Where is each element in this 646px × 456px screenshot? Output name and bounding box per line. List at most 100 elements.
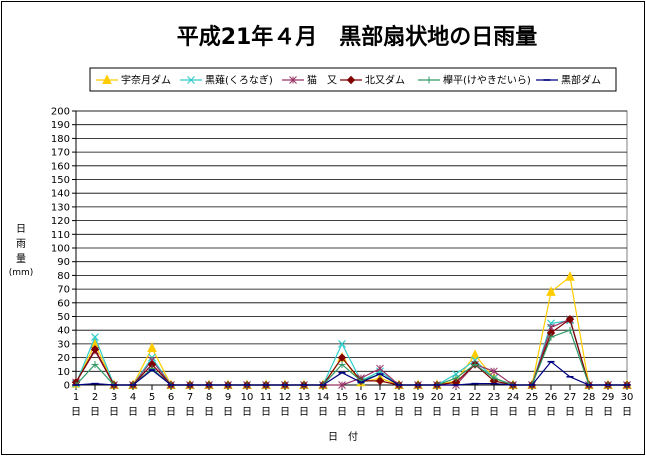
marker-stroke bbox=[452, 370, 460, 378]
x-tick-unit: 日 bbox=[71, 407, 81, 418]
x-tick-unit: 日 bbox=[432, 407, 442, 418]
legend-item: 猫 又 bbox=[282, 74, 337, 87]
x-tick-unit: 日 bbox=[185, 407, 195, 418]
y-tick-label: 90 bbox=[57, 257, 70, 268]
x-tick-unit: 日 bbox=[470, 407, 480, 418]
data-point bbox=[338, 339, 346, 348]
y-tick-label: 140 bbox=[51, 189, 70, 200]
x-tick-label: 25 bbox=[526, 392, 539, 403]
y-tick-label: 120 bbox=[51, 216, 70, 227]
data-point bbox=[470, 349, 480, 359]
series-line bbox=[75, 360, 627, 386]
y-axis-label-line-1: 日 bbox=[16, 224, 26, 235]
x-tick-unit: 日 bbox=[109, 407, 119, 418]
x-tick-label: 22 bbox=[469, 392, 482, 403]
legend: 宇奈月ダム 黒薙(くろなぎ) 猫 又 北又ダム 欅平(けやきだいら) 黒部ダム bbox=[89, 67, 617, 92]
x-axis-label: 日 付 bbox=[328, 430, 358, 443]
y-tick-label: 200 bbox=[51, 107, 70, 118]
x-tick-unit: 日 bbox=[622, 407, 632, 418]
x-tick-unit: 日 bbox=[508, 407, 518, 418]
x-tick-label: 10 bbox=[241, 392, 254, 403]
x-tick-label: 12 bbox=[279, 392, 292, 403]
y-tick-label: 60 bbox=[57, 298, 70, 309]
x-tick-unit: 日 bbox=[356, 407, 366, 418]
x-tick-label: 19 bbox=[412, 392, 425, 403]
x-tick-label: 11 bbox=[260, 392, 273, 403]
x-tick-unit: 日 bbox=[147, 407, 157, 418]
data-point bbox=[91, 333, 99, 341]
legend-swatch-marker bbox=[346, 75, 356, 85]
y-tick-label: 10 bbox=[57, 367, 70, 378]
x-tick-unit: 日 bbox=[166, 407, 176, 418]
data-point bbox=[452, 374, 460, 382]
x-tick-label: 13 bbox=[298, 392, 311, 403]
x-tick-unit: 日 bbox=[375, 407, 385, 418]
series-6 bbox=[72, 360, 631, 386]
y-tick-label: 130 bbox=[51, 202, 70, 213]
y-tick-label: 110 bbox=[51, 230, 70, 241]
y-tick-label: 30 bbox=[57, 339, 70, 350]
legend-label: 宇奈月ダム bbox=[121, 74, 171, 87]
x-tick-label: 8 bbox=[206, 392, 212, 403]
x-tick-label: 27 bbox=[564, 392, 577, 403]
data-point bbox=[546, 286, 556, 296]
legend-swatch-marker bbox=[187, 76, 195, 84]
x-tick-label: 28 bbox=[583, 392, 596, 403]
x-tick-unit: 日 bbox=[546, 407, 556, 418]
chart-title: 平成21年４月 黒部扇状地の日雨量 bbox=[177, 24, 538, 50]
x-tick-unit: 日 bbox=[242, 407, 252, 418]
data-point bbox=[566, 326, 574, 334]
y-tick-label: 150 bbox=[51, 175, 70, 186]
x-tick-unit: 日 bbox=[451, 407, 461, 418]
legend-label: 黒部ダム bbox=[561, 74, 601, 87]
legend-label: 猫 又 bbox=[307, 74, 337, 87]
x-tick-unit: 日 bbox=[318, 407, 328, 418]
legend-item: 北又ダム bbox=[340, 74, 405, 87]
legend-swatch-marker bbox=[289, 76, 297, 84]
legend-item: 黒部ダム bbox=[536, 74, 601, 87]
legend-swatch-marker bbox=[425, 76, 433, 84]
x-tick-label: 30 bbox=[621, 392, 634, 403]
y-tick-label: 20 bbox=[57, 353, 70, 364]
x-tick-label: 3 bbox=[111, 392, 117, 403]
y-tick-label: 0 bbox=[64, 381, 70, 392]
plot-area: 0102030405060708090100110120130140150160… bbox=[51, 107, 633, 419]
data-point bbox=[490, 374, 498, 382]
legend-item: 黒薙(くろなぎ) bbox=[180, 74, 273, 87]
data-point bbox=[375, 376, 385, 386]
legend-label: 黒薙(くろなぎ) bbox=[205, 74, 273, 87]
x-tick-label: 6 bbox=[168, 392, 174, 403]
x-tick-label: 15 bbox=[336, 392, 349, 403]
y-tick-label: 170 bbox=[51, 148, 70, 159]
data-point bbox=[90, 345, 100, 354]
x-tick-unit: 日 bbox=[280, 407, 290, 418]
data-point bbox=[338, 360, 346, 368]
y-tick-label: 190 bbox=[51, 120, 70, 131]
y-tick-label: 40 bbox=[57, 326, 70, 337]
legend-swatch-marker bbox=[102, 74, 112, 84]
x-tick-unit: 日 bbox=[337, 407, 347, 418]
marker-stroke bbox=[338, 339, 346, 348]
x-tick-unit: 日 bbox=[565, 407, 575, 418]
x-tick-label: 5 bbox=[149, 392, 155, 403]
y-tick-label: 160 bbox=[51, 161, 70, 172]
y-tick-label: 180 bbox=[51, 134, 70, 145]
y-axis-label: 日 雨 量 (mm) bbox=[9, 224, 34, 278]
x-tick-label: 14 bbox=[317, 392, 330, 403]
x-tick-unit: 日 bbox=[261, 407, 271, 418]
x-tick-label: 1 bbox=[73, 392, 79, 403]
legend-item: 宇奈月ダム bbox=[96, 74, 171, 87]
legend-label: 北又ダム bbox=[365, 74, 405, 87]
data-point bbox=[547, 333, 555, 341]
data-point bbox=[148, 365, 156, 373]
y-tick-label: 80 bbox=[57, 271, 70, 282]
x-tick-unit: 日 bbox=[128, 407, 138, 418]
x-tick-label: 18 bbox=[393, 392, 406, 403]
x-tick-unit: 日 bbox=[299, 407, 309, 418]
x-tick-label: 21 bbox=[450, 392, 463, 403]
x-tick-unit: 日 bbox=[489, 407, 499, 418]
x-tick-unit: 日 bbox=[413, 407, 423, 418]
data-point bbox=[565, 315, 575, 324]
x-tick-label: 23 bbox=[488, 392, 501, 403]
